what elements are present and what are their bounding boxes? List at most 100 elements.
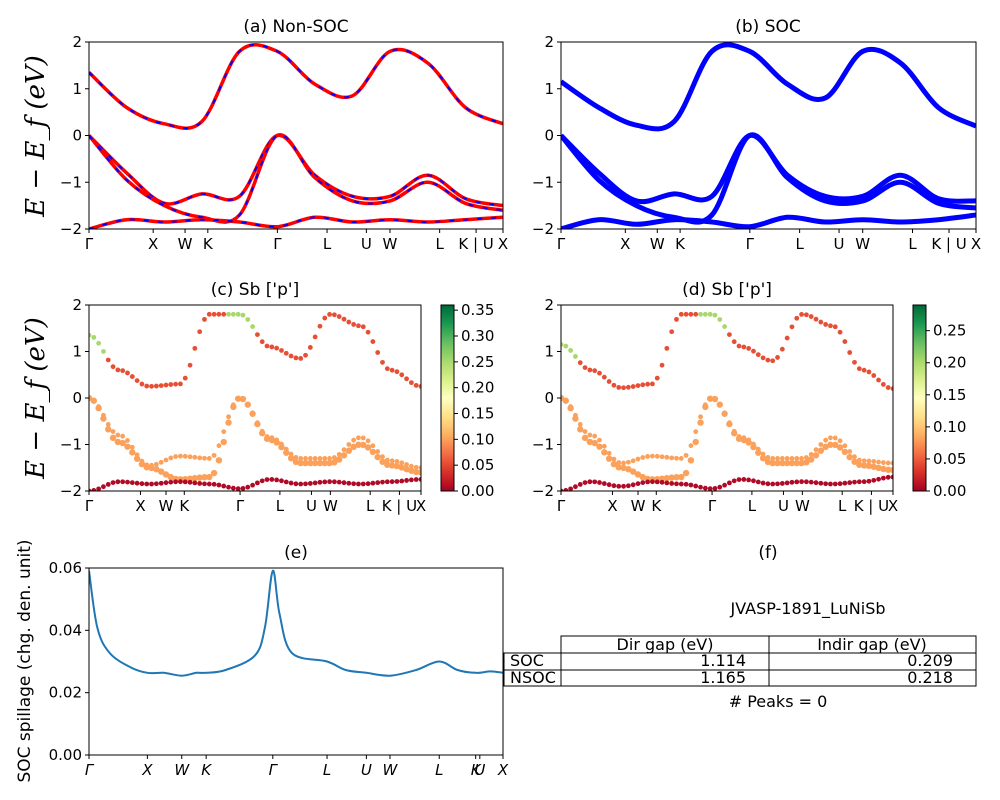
x-tick-label: L [748, 497, 757, 515]
colorbar-tick-label: 0.10 [933, 418, 966, 436]
x-tick-label: U [361, 761, 372, 779]
scatter-point [153, 383, 159, 389]
table-row-nsoc-indir: 0.218 [907, 668, 953, 687]
band-line-dashed [89, 216, 503, 229]
scatter-point [380, 479, 385, 485]
scatter-point [186, 475, 194, 482]
scatter-point [856, 479, 862, 485]
band-line-dashed [89, 43, 503, 130]
scatter-point [788, 459, 796, 467]
scatter-point [394, 479, 400, 484]
scatter-point [250, 324, 255, 329]
scatter-point [351, 322, 357, 327]
band-line [89, 215, 503, 229]
scatter-point [693, 311, 699, 317]
scatter-point [292, 458, 300, 466]
panel-e-title: (e) [284, 543, 308, 563]
scatter-point [288, 480, 294, 486]
scatter-point [876, 476, 881, 482]
table-header-dir: Dir gap (eV) [617, 635, 714, 654]
scatter-point [852, 359, 857, 365]
x-tick-label: U [474, 761, 485, 779]
x-tick-label: Γ [708, 497, 717, 515]
x-tick-label: X [498, 235, 508, 253]
scatter-point [770, 456, 776, 461]
scatter-point [240, 312, 246, 318]
colorbar-tick-label: 0.25 [933, 322, 966, 340]
scatter-point [331, 459, 338, 466]
x-tick-label: U [834, 235, 845, 253]
x-tick-label: W [631, 497, 646, 515]
scatter-point [702, 311, 708, 317]
scatter-point [775, 481, 780, 487]
scatter-point [355, 441, 362, 448]
y-tick-label: 0 [544, 389, 554, 407]
scatter-point [206, 311, 212, 317]
x-tick-label: L [435, 235, 444, 253]
scatter-point [278, 443, 285, 451]
scatter-point [616, 460, 622, 465]
scatter-point [240, 486, 246, 491]
scatter-point [755, 352, 761, 358]
scatter-point [803, 455, 809, 460]
scatter-point [235, 486, 241, 491]
scatter-point [620, 464, 627, 472]
scatter-point [726, 420, 733, 428]
scatter-point [124, 443, 131, 450]
scatter-point [770, 481, 776, 487]
x-tick-label: X [135, 497, 145, 515]
scatter-point [847, 350, 853, 355]
scatter-point [89, 488, 92, 491]
scatter-point [418, 383, 421, 389]
scatter-point [563, 343, 569, 349]
scatter-point [813, 480, 819, 486]
band-line [561, 132, 976, 205]
scatter-point [360, 435, 366, 441]
y-tick-label: 1 [72, 80, 82, 98]
scatter-point [178, 381, 183, 387]
scatter-point [721, 410, 728, 417]
scatter-point [331, 455, 337, 460]
x-tick-label: U [306, 497, 317, 515]
scatter-point [736, 343, 742, 349]
scatter-point [683, 481, 689, 487]
x-tick-label: K | U [931, 235, 966, 253]
x-tick-label: Γ [273, 235, 282, 253]
scatter-point [115, 479, 121, 485]
scatter-point [803, 479, 809, 485]
scatter-point [577, 426, 584, 433]
scatter-point [707, 311, 713, 317]
table-row-soc-label: SOC [510, 651, 544, 670]
scatter-point [341, 316, 347, 322]
scatter-point [717, 317, 723, 322]
x-tick-label: Γ [557, 497, 566, 515]
scatter-point [663, 474, 671, 482]
scatter-point [133, 455, 141, 462]
scatter-point [244, 401, 251, 408]
scatter-point [196, 474, 203, 481]
scatter-point [836, 444, 844, 451]
scatter-point [331, 312, 337, 318]
scatter-point [794, 315, 800, 321]
axes-frame [560, 304, 894, 492]
scatter-point [336, 452, 342, 457]
scatter-point [722, 324, 727, 329]
scatter-point [573, 354, 578, 359]
scatter-point [173, 454, 179, 459]
x-tick-label: W [159, 497, 174, 515]
scatter-point [668, 474, 675, 481]
scatter-point [375, 350, 381, 355]
colorbar-c-ticks: 0.00 0.05 0.10 0.15 0.20 0.25 0.30 0.35 [454, 301, 494, 500]
scatter-point [716, 401, 723, 408]
scatter-point [380, 454, 385, 460]
scatter-point [101, 484, 106, 490]
scatter-point [890, 474, 893, 480]
scatter-point [149, 383, 154, 389]
x-tick-label: W [650, 235, 665, 253]
colorbar-tick-label: 0.20 [461, 379, 494, 397]
scatter-point [360, 324, 366, 330]
scatter-point [293, 481, 299, 487]
scatter-point [876, 377, 881, 383]
